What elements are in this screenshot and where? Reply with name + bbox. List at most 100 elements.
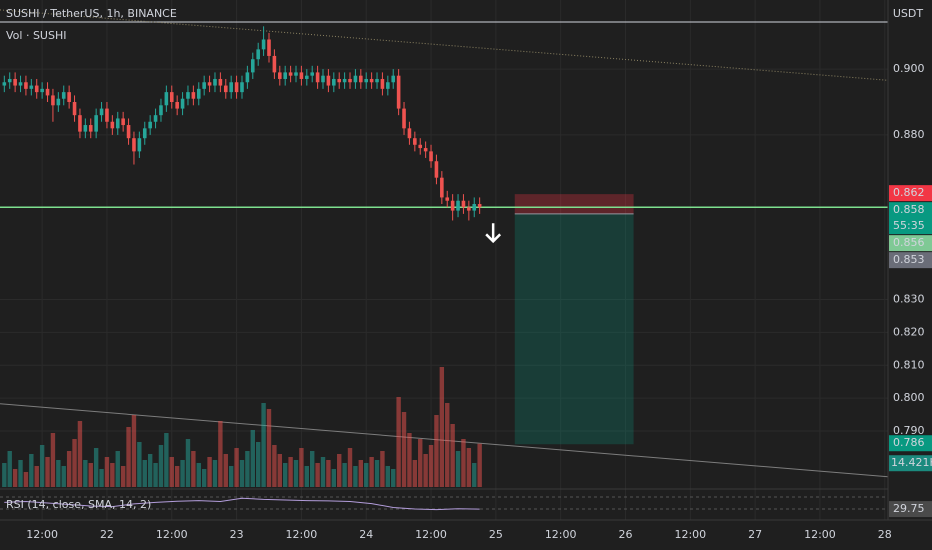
volume-bar <box>120 466 126 487</box>
candle-body <box>99 108 104 116</box>
candle-body <box>250 59 255 73</box>
volume-bar <box>2 463 7 487</box>
candle-body <box>115 118 120 129</box>
volume-bar <box>450 424 455 487</box>
candle-body <box>169 92 174 103</box>
candle-body <box>277 72 282 79</box>
candle-body <box>202 82 206 89</box>
x-tick-label: 24 <box>359 528 373 541</box>
candle-body <box>142 128 147 139</box>
candle-body <box>207 82 212 86</box>
candle-body <box>369 78 374 83</box>
volume-bar <box>245 451 250 487</box>
volume-bar <box>310 451 315 487</box>
candle-body <box>326 75 331 86</box>
x-tick-label: 12:00 <box>156 528 188 541</box>
candle-body <box>423 148 428 152</box>
y-tick-label: 0.790 <box>893 424 925 437</box>
axis-unit: USDT <box>893 7 924 20</box>
candle-body <box>364 78 369 83</box>
volume-bar <box>466 448 472 487</box>
stop-zone <box>514 194 634 214</box>
candle-body <box>7 78 12 83</box>
rsi-label: 29.75 <box>893 502 925 515</box>
candle-body <box>288 72 293 76</box>
candle-body <box>256 49 260 60</box>
candle-body <box>88 125 93 132</box>
price-label-box <box>889 202 932 235</box>
volume-bar <box>364 463 369 487</box>
candle-body <box>272 55 277 73</box>
candle-body <box>342 78 347 83</box>
candle-body <box>477 204 482 208</box>
candle-body <box>321 75 325 83</box>
candle-body <box>267 39 271 56</box>
candle-body <box>283 72 287 79</box>
candle-body <box>380 78 385 89</box>
candle-body <box>34 85 39 93</box>
volume-bar <box>472 463 477 487</box>
volume-bar <box>418 439 423 487</box>
volume-bar <box>115 451 120 487</box>
candle-body <box>315 72 320 83</box>
candle-body <box>13 78 17 86</box>
candle-body <box>29 85 34 89</box>
price-label: 0.862 <box>893 186 925 199</box>
candle-body <box>229 82 233 93</box>
volume-label-box <box>889 455 932 472</box>
volume-bar <box>347 448 353 487</box>
volume-bar <box>99 469 104 487</box>
candle-body <box>337 78 342 83</box>
volume-bar <box>56 460 61 487</box>
volume-bar <box>277 454 282 487</box>
volume-bar <box>137 442 142 487</box>
candle-body <box>110 121 115 129</box>
candle-body <box>396 75 401 109</box>
volume-bar <box>239 460 245 487</box>
volume-bar <box>288 457 293 487</box>
volume-bar <box>331 469 337 487</box>
volume-bar <box>423 454 428 487</box>
volume-bar <box>93 448 99 487</box>
price-label: 0.856 <box>893 236 925 249</box>
x-tick-label: 12:00 <box>545 528 577 541</box>
candle-body <box>418 144 423 149</box>
volume-bar <box>201 469 207 487</box>
volume-bar <box>477 443 482 487</box>
candle-body <box>148 121 152 129</box>
volume-bar <box>223 454 228 487</box>
candle-body <box>121 118 125 126</box>
volume-bar <box>169 457 174 487</box>
x-tick-label: 23 <box>230 528 244 541</box>
volume-title: Vol · SUSHI <box>6 29 66 42</box>
signal-arrow <box>485 223 502 244</box>
candle-body <box>353 75 358 83</box>
candle-body <box>56 98 61 106</box>
volume-bar <box>412 460 418 487</box>
volume-bar <box>250 430 255 487</box>
volume-bar <box>142 460 147 487</box>
volume-bar <box>455 451 461 487</box>
y-tick-label: 0.900 <box>893 62 925 75</box>
volume-bar <box>126 427 131 487</box>
candle-body <box>429 151 433 162</box>
volume-bar <box>174 466 180 487</box>
candle-body <box>83 125 88 132</box>
candle-body <box>450 200 455 211</box>
candle-body <box>294 72 298 76</box>
candle-body <box>153 115 158 122</box>
y-tick-label: 0.810 <box>893 358 925 371</box>
volume-bar <box>88 463 93 487</box>
volume-bar <box>191 451 196 487</box>
candle-body <box>310 72 315 76</box>
candle-body <box>2 82 7 86</box>
candle-body <box>440 177 444 198</box>
volume-bar <box>282 463 288 487</box>
volume-bar <box>234 448 239 487</box>
volume-bar <box>110 463 115 487</box>
candle-body <box>434 161 439 178</box>
volume-bar <box>391 469 396 487</box>
